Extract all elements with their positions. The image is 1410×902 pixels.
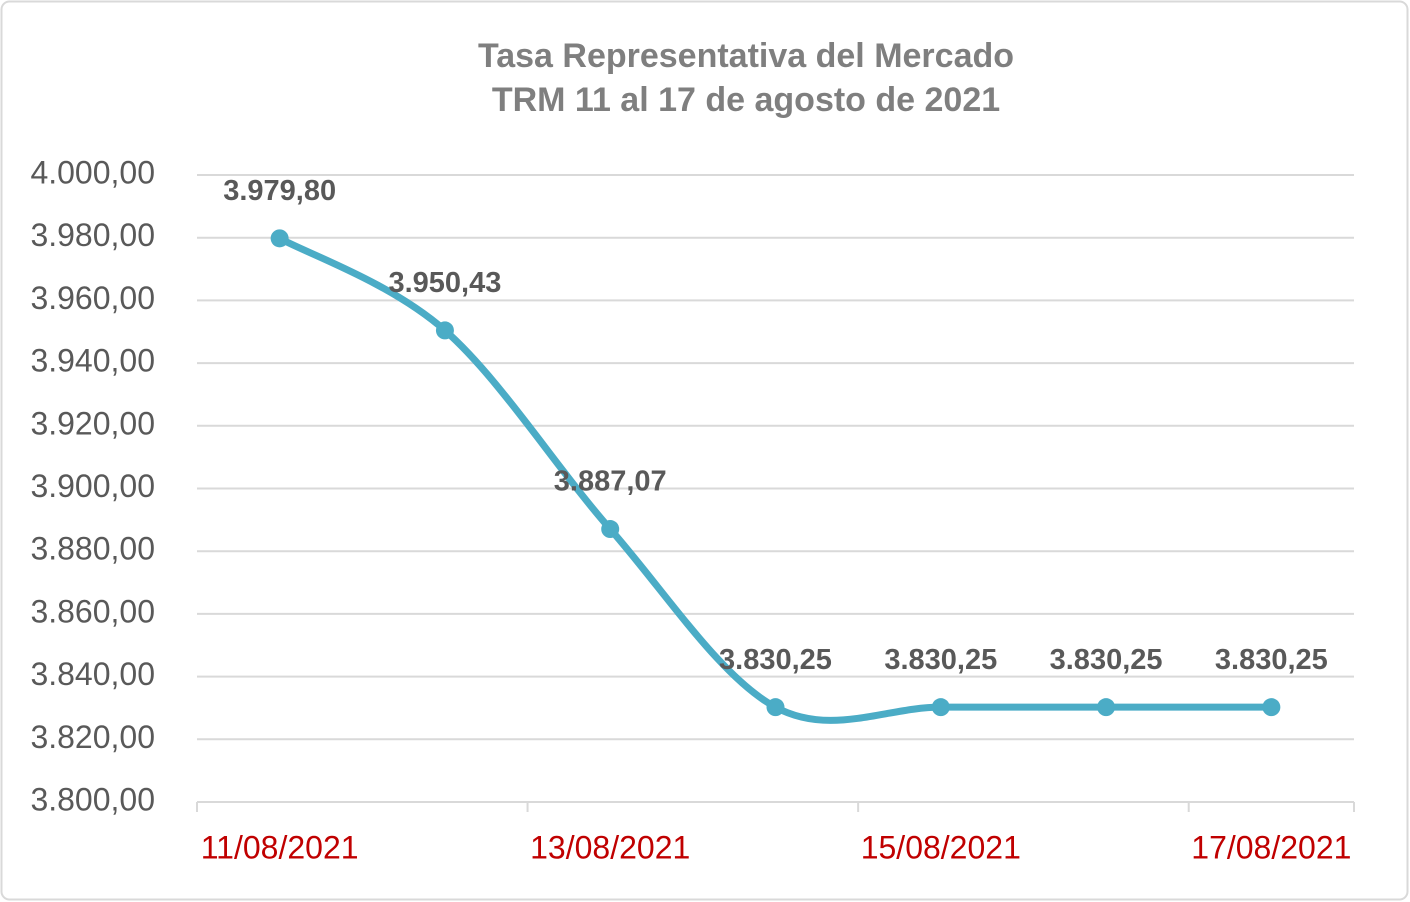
point (270, 229, 289, 248)
x-tick-label: 17/08/2021 (1191, 829, 1351, 865)
data-label: 3.887,07 (554, 466, 667, 498)
y-tick-label: 3.840,00 (30, 656, 155, 692)
data-label: 3.950,43 (388, 267, 501, 299)
x-tick-label: 15/08/2021 (861, 829, 1021, 865)
y-tick-label: 3.860,00 (30, 593, 155, 629)
y-tick-label: 4.000,00 (30, 154, 155, 190)
y-tick-label: 3.980,00 (30, 217, 155, 253)
point (766, 698, 785, 717)
chart-subtitle: TRM 11 al 17 de agosto de 2021 (492, 81, 1000, 119)
y-tick-label: 3.880,00 (30, 531, 155, 567)
point (1262, 698, 1281, 717)
x-tick-label: 11/08/2021 (201, 829, 359, 865)
chart-title: Tasa Representativa del Mercado (478, 37, 1014, 75)
y-tick-label: 3.920,00 (30, 405, 155, 441)
data-label: 3.830,25 (1215, 644, 1328, 676)
point (435, 321, 454, 340)
data-label: 3.979,80 (223, 175, 336, 207)
data-label: 3.830,25 (884, 644, 997, 676)
x-tick-label: 13/08/2021 (530, 829, 690, 865)
data-label: 3.830,25 (1050, 644, 1163, 676)
point (1097, 698, 1116, 717)
y-tick-label: 3.800,00 (30, 781, 155, 817)
y-tick-label: 3.900,00 (30, 468, 155, 504)
point (601, 520, 620, 539)
point (931, 698, 950, 717)
y-tick-label: 3.820,00 (30, 719, 155, 755)
y-tick-label: 3.960,00 (30, 280, 155, 316)
data-label: 3.830,25 (719, 644, 832, 676)
y-tick-label: 3.940,00 (30, 343, 155, 379)
